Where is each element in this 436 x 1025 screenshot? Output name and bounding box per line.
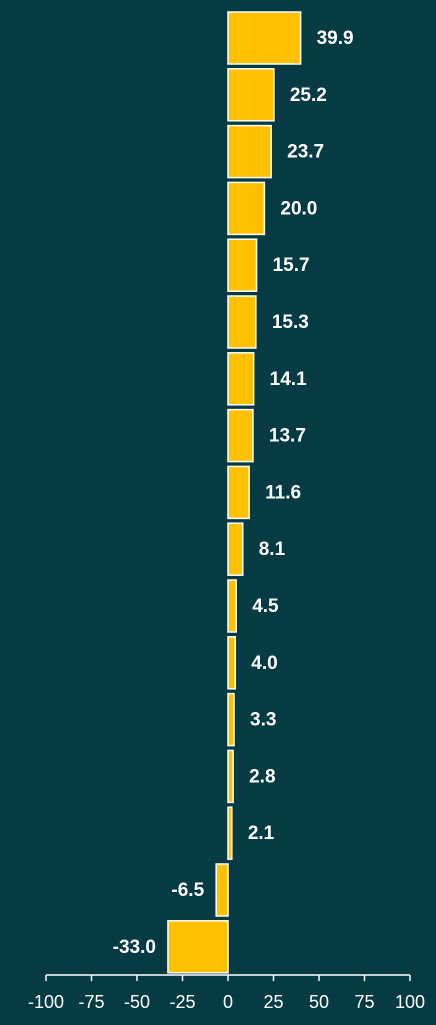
data-label: 3.3 (250, 710, 276, 731)
x-tick-label: 0 (223, 992, 233, 1012)
bar (227, 408, 254, 463)
data-label: 2.8 (249, 766, 275, 787)
data-label: 8.1 (259, 539, 286, 560)
data-label: 23.7 (287, 142, 324, 163)
bar (227, 579, 237, 633)
data-label: 4.0 (251, 653, 277, 674)
data-label: 11.6 (265, 482, 301, 503)
data-label: -6.5 (171, 880, 204, 901)
data-label: 25.2 (290, 85, 327, 106)
data-label: 39.9 (317, 28, 354, 49)
bar (227, 11, 302, 65)
bar (167, 920, 229, 974)
x-tick-label: 25 (263, 992, 283, 1012)
data-label: 4.5 (252, 596, 279, 617)
x-tick-label: 100 (395, 992, 425, 1012)
bar (227, 636, 237, 690)
bar (227, 352, 255, 406)
bar (227, 749, 234, 804)
x-tick-label: 75 (354, 992, 374, 1012)
data-label: -33.0 (113, 937, 156, 958)
bar (227, 68, 275, 122)
bar (227, 238, 258, 292)
x-tick-label: -50 (124, 992, 150, 1012)
x-tick-label: -100 (28, 992, 64, 1012)
data-label: 13.7 (269, 426, 306, 447)
bar (215, 863, 229, 917)
x-tick-label: -25 (169, 992, 195, 1012)
bar (227, 522, 244, 576)
bars-group (167, 11, 302, 974)
x-axis: -100 -75 -50 -25 0 25 50 75 100 (28, 974, 425, 1012)
bar (227, 692, 235, 747)
data-label: 14.1 (270, 369, 307, 390)
data-label: 20.0 (280, 198, 317, 219)
bar (227, 124, 272, 179)
value-labels-group: 39.9 25.2 23.7 20.0 15.7 15.3 14.1 13.7 11.6 8.1 4… (113, 28, 354, 958)
bar (227, 295, 257, 349)
bar (227, 806, 233, 860)
bar (227, 181, 266, 236)
data-label: 15.7 (273, 255, 310, 276)
x-tick-label: -75 (78, 992, 104, 1012)
x-tick-label: 50 (309, 992, 329, 1012)
bar (227, 465, 250, 520)
data-label: 15.3 (272, 312, 309, 333)
data-label: 2.1 (248, 823, 275, 844)
